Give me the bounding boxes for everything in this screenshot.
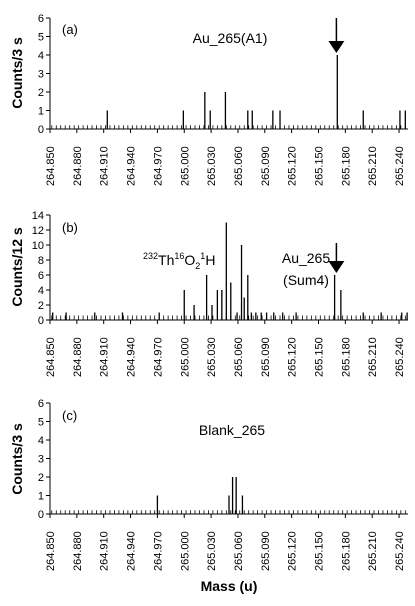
panel-annotation-2: (Sum4) bbox=[283, 272, 329, 288]
y-tick-label: 4 bbox=[38, 50, 44, 62]
x-tick-label: 265.030 bbox=[206, 146, 218, 186]
panel-annotation: Au_265(A1) bbox=[193, 30, 268, 46]
x-tick-label: 265.240 bbox=[394, 531, 406, 571]
y-tick-label: 4 bbox=[38, 435, 44, 447]
y-tick-label: 6 bbox=[38, 270, 44, 282]
panel-annotation: Au_265 bbox=[282, 250, 330, 266]
x-tick-label: 265.180 bbox=[340, 531, 352, 571]
y-tick-label: 5 bbox=[38, 32, 44, 44]
x-tick-label: 265.120 bbox=[287, 146, 299, 186]
y-tick-label: 2 bbox=[38, 87, 44, 99]
panel-b: 0 2 4 6 8 10 12 14 264.850 264.880 264.910 264.940 2… bbox=[9, 210, 408, 377]
y-tick-label: 0 bbox=[38, 509, 44, 521]
y-tick-label: 2 bbox=[38, 472, 44, 484]
panel-label: (c) bbox=[62, 408, 77, 423]
y-tick-label: 3 bbox=[38, 69, 44, 81]
y-axis-label: Counts/3 s bbox=[9, 37, 25, 109]
x-tick-label: 265.180 bbox=[340, 146, 352, 186]
x-tick-label: 265.000 bbox=[179, 146, 191, 186]
panel-annotation: Blank_265 bbox=[199, 422, 265, 438]
x-tick-label: 264.880 bbox=[72, 146, 84, 186]
x-tick-label: 265.060 bbox=[233, 146, 245, 186]
y-tick-label: 1 bbox=[38, 106, 44, 118]
y-axis-label: Counts/12 s bbox=[9, 227, 25, 307]
y-tick-label: 6 bbox=[38, 398, 44, 410]
y-tick-label: 4 bbox=[38, 285, 44, 297]
x-tick-label: 265.240 bbox=[394, 337, 406, 377]
x-tick-label: 264.940 bbox=[126, 531, 138, 571]
x-tick-label: 265.150 bbox=[314, 531, 326, 571]
x-tick-label: 265.030 bbox=[206, 531, 218, 571]
x-tick-label: 265.210 bbox=[367, 146, 379, 186]
species-label: 232Th16O21H bbox=[143, 251, 215, 271]
x-tick-label: 264.910 bbox=[99, 531, 111, 571]
x-tick-label: 265.000 bbox=[179, 531, 191, 571]
x-tick-label: 264.970 bbox=[152, 146, 164, 186]
y-tick-label: 8 bbox=[38, 255, 44, 267]
x-tick-label: 265.120 bbox=[287, 531, 299, 571]
x-tick-label: 265.060 bbox=[233, 531, 245, 571]
y-tick-label: 1 bbox=[38, 491, 44, 503]
x-tick-label: 265.150 bbox=[314, 146, 326, 186]
x-tick-label: 265.060 bbox=[233, 337, 245, 377]
x-tick-label: 265.240 bbox=[394, 146, 406, 186]
x-tick-label: 264.850 bbox=[45, 531, 57, 571]
panel-a: 0 1 2 3 4 5 6 264.850 264.880 264.910 264.940 264.9… bbox=[9, 13, 408, 186]
x-tick-label: 265.210 bbox=[367, 531, 379, 571]
x-tick-label: 264.910 bbox=[99, 146, 111, 186]
x-tick-label: 264.940 bbox=[126, 146, 138, 186]
x-tick-label: 265.120 bbox=[287, 337, 299, 377]
panel-label: (a) bbox=[62, 22, 78, 37]
y-tick-label: 5 bbox=[38, 417, 44, 429]
x-tick-label: 264.910 bbox=[99, 337, 111, 377]
x-axis-label: Mass (u) bbox=[201, 578, 258, 594]
x-tick-label: 265.090 bbox=[260, 337, 272, 377]
y-axis-label: Counts/3 s bbox=[9, 423, 25, 495]
x-tick-label: 264.940 bbox=[126, 337, 138, 377]
x-tick-label: 264.970 bbox=[152, 337, 164, 377]
x-tick-label: 265.210 bbox=[367, 337, 379, 377]
x-tick-label: 265.150 bbox=[314, 337, 326, 377]
y-tick-label: 2 bbox=[38, 300, 44, 312]
x-tick-label: 264.850 bbox=[45, 146, 57, 186]
y-tick-label: 12 bbox=[32, 225, 44, 237]
arrow-head bbox=[328, 261, 345, 273]
y-tick-label: 3 bbox=[38, 454, 44, 466]
x-tick-label: 265.090 bbox=[260, 146, 272, 186]
x-tick-label: 265.090 bbox=[260, 531, 272, 571]
x-tick-label: 265.180 bbox=[340, 337, 352, 377]
panel-label: (b) bbox=[62, 220, 78, 235]
x-tick-label: 265.030 bbox=[206, 337, 218, 377]
panel-c: 0 1 2 3 4 5 6 264.850 264.880 264.910 264.940 264.9… bbox=[9, 398, 408, 594]
x-tick-label: 264.880 bbox=[72, 531, 84, 571]
x-tick-label: 264.850 bbox=[45, 337, 57, 377]
y-tick-label: 10 bbox=[32, 240, 44, 252]
x-tick-label: 265.000 bbox=[179, 337, 191, 377]
y-tick-label: 0 bbox=[38, 315, 44, 327]
x-tick-label: 264.880 bbox=[72, 337, 84, 377]
y-tick-label: 14 bbox=[32, 210, 44, 222]
y-tick-label: 6 bbox=[38, 13, 44, 25]
x-tick-label: 264.970 bbox=[152, 531, 164, 571]
arrow-head bbox=[328, 41, 345, 53]
y-tick-label: 0 bbox=[38, 124, 44, 136]
